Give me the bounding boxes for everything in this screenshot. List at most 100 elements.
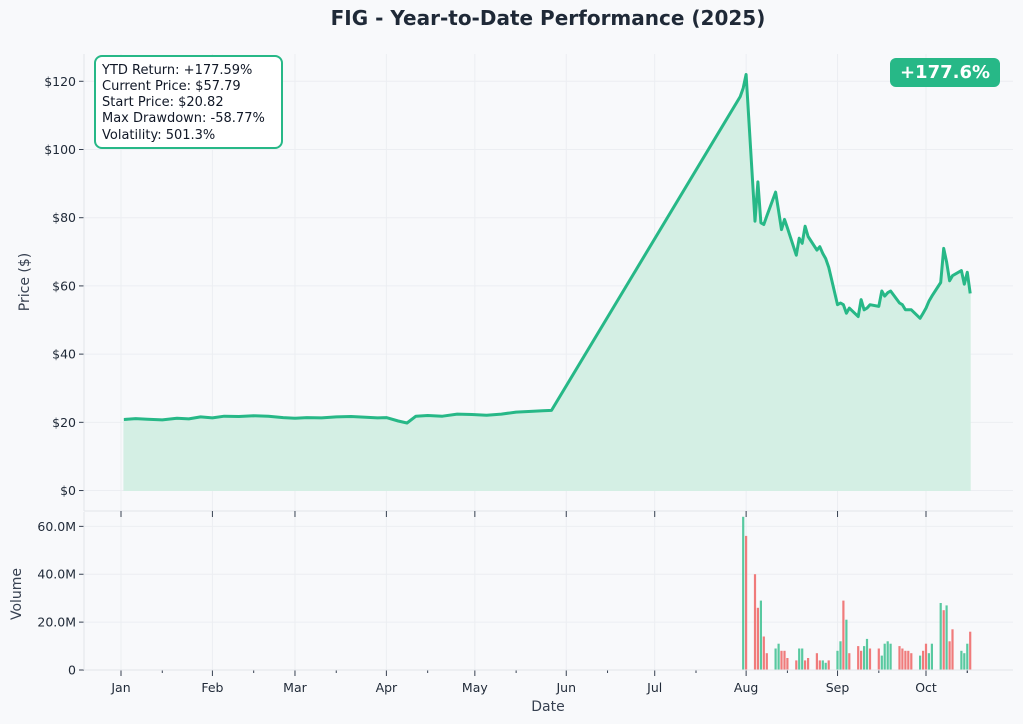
volume-bar — [969, 631, 972, 670]
volume-bar — [860, 650, 863, 670]
volume-bar — [821, 660, 824, 670]
volume-bar — [901, 648, 904, 670]
x-tick-label: Jun — [555, 680, 576, 695]
volume-y-tick-label: 60.0M — [37, 519, 76, 534]
volume-bar — [807, 658, 810, 670]
volume-bar — [939, 603, 942, 670]
date-x-ticks: Jan Feb Mar Apr May Jun Jul Aug Sep Oct — [110, 511, 968, 695]
volume-bar — [765, 653, 768, 670]
x-tick-label: Jul — [646, 680, 662, 695]
volume-bar — [960, 650, 963, 670]
volume-bar — [745, 535, 748, 670]
chart-title: FIG - Year-to-Date Performance (2025) — [331, 6, 766, 30]
price-y-tick-label: $40 — [52, 347, 76, 362]
x-tick-label: May — [462, 680, 488, 695]
volume-panel: 0 20.0M 40.0M 60.0M Jan Feb Mar Apr May Jun Jul Au… — [9, 511, 1013, 715]
volume-bars — [742, 516, 972, 670]
volume-bar — [801, 648, 804, 670]
price-panel: $0 $20 $40 $60 $80 $100 $120 Price ($) YTD Ret… — [17, 54, 1013, 512]
volume-bar — [880, 655, 883, 670]
volume-bar — [824, 662, 827, 670]
x-tick-label: Aug — [734, 680, 758, 695]
price-y-tick-label: $0 — [60, 483, 76, 498]
volume-bar — [848, 653, 851, 670]
volume-bar — [783, 650, 786, 670]
volume-bar — [966, 643, 969, 670]
volume-bar — [927, 653, 930, 670]
x-tick-label: Mar — [283, 680, 307, 695]
x-tick-label: Feb — [201, 680, 223, 695]
price-y-tick-label: $100 — [44, 142, 76, 157]
volume-bar — [818, 660, 821, 670]
stats-volatility: Volatility: 501.3% — [102, 128, 215, 143]
volume-bar — [753, 574, 757, 670]
x-tick-label: Jan — [110, 680, 130, 695]
volume-y-tick-label: 20.0M — [37, 615, 76, 630]
volume-bar — [865, 638, 869, 670]
volume-bar — [756, 607, 759, 670]
return-badge-text: +177.6% — [900, 62, 990, 83]
volume-bar — [827, 660, 830, 670]
stats-box-frame — [94, 55, 283, 149]
volume-bar — [845, 619, 848, 670]
volume-bar — [798, 648, 801, 670]
volume-bar — [742, 516, 745, 670]
volume-bar — [786, 658, 789, 670]
volume-y-ticks: 0 20.0M 40.0M 60.0M — [37, 519, 84, 678]
x-axis-title: Date — [531, 699, 564, 715]
return-badge: +177.6% — [890, 58, 1000, 87]
volume-bar — [774, 648, 777, 670]
volume-bar — [904, 650, 907, 670]
volume-bar — [857, 646, 860, 670]
volume-bar — [951, 629, 954, 670]
volume-bar — [762, 636, 765, 670]
price-y-ticks: $0 $20 $40 $60 $80 $100 $120 — [44, 74, 84, 498]
volume-bar — [842, 600, 845, 670]
volume-bar — [868, 648, 872, 670]
stats-ytd-return: YTD Return: +177.59% — [101, 63, 252, 78]
x-tick-label: Apr — [376, 680, 398, 695]
volume-bar — [942, 610, 945, 670]
volume-y-tick-label: 40.0M — [37, 567, 76, 582]
volume-bar — [930, 643, 933, 670]
volume-bar — [804, 660, 807, 670]
volume-plot-area — [84, 512, 1013, 670]
return-badge-background — [890, 58, 1000, 87]
x-tick-label: Oct — [915, 680, 937, 695]
volume-bar — [898, 646, 901, 670]
volume-bar — [924, 643, 928, 670]
volume-bar — [815, 653, 818, 670]
volume-bar — [945, 605, 948, 670]
volume-bar — [777, 643, 780, 670]
stats-box: YTD Return: +177.59% Current Price: $57.… — [94, 55, 283, 149]
volume-bar — [919, 655, 922, 670]
stats-start-price: Start Price: $20.82 — [102, 95, 224, 110]
volume-bar — [889, 643, 892, 670]
stats-current-price: Current Price: $57.79 — [102, 79, 241, 94]
volume-bar — [795, 660, 798, 670]
price-y-tick-label: $20 — [52, 415, 76, 430]
volume-bar — [839, 641, 842, 670]
price-y-tick-label: $60 — [52, 278, 76, 293]
volume-bar — [948, 641, 951, 670]
volume-bar — [886, 641, 889, 670]
volume-bar — [922, 650, 925, 670]
volume-bar — [907, 650, 910, 670]
price-y-tick-label: $80 — [52, 210, 76, 225]
price-y-tick-label: $120 — [44, 74, 76, 89]
volume-bar — [877, 648, 880, 670]
x-tick-label: Sep — [826, 680, 850, 695]
price-line — [123, 73, 972, 425]
volume-y-tick-label: 0 — [68, 663, 76, 678]
volume-bar — [883, 643, 886, 670]
volume-bar — [780, 650, 783, 670]
stats-max-drawdown: Max Drawdown: -58.77% — [102, 111, 265, 126]
price-y-axis-title: Price ($) — [17, 253, 33, 311]
volume-y-axis-title: Volume — [9, 568, 25, 620]
volume-bar — [759, 600, 762, 670]
volume-bar — [863, 646, 866, 670]
volume-bar — [836, 650, 839, 670]
volume-bar — [910, 653, 913, 670]
volume-bar — [963, 653, 966, 670]
